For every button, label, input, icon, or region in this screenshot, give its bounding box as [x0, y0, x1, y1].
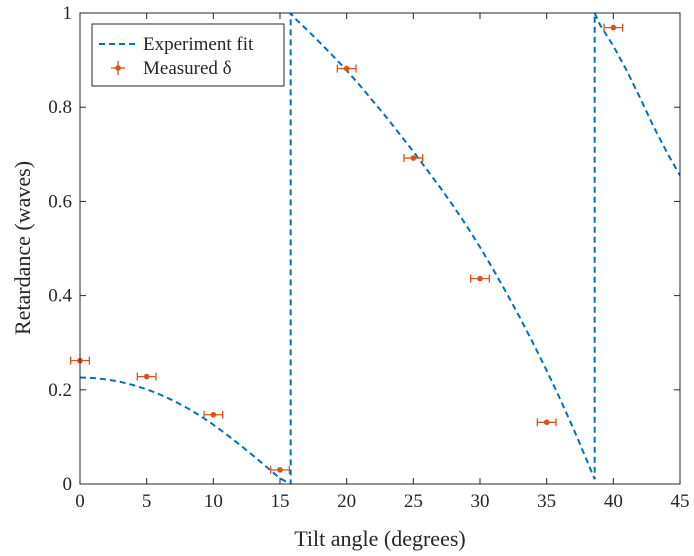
legend-box — [91, 23, 285, 87]
x-tick-label: 20 — [337, 491, 356, 512]
measured-marker — [277, 467, 283, 473]
measured-point — [403, 154, 424, 163]
measured-point — [536, 418, 557, 427]
x-tick-label: 25 — [404, 491, 423, 512]
plot-frame — [79, 12, 681, 485]
measured-point — [270, 465, 290, 474]
x-tick-label: 35 — [537, 491, 556, 512]
measured-marker — [410, 155, 417, 161]
legend-measured-marker — [115, 65, 121, 71]
x-tick-label: 30 — [471, 491, 490, 512]
x-tick-label: 15 — [271, 491, 290, 512]
measured-marker — [343, 65, 350, 72]
measured-point — [203, 410, 224, 419]
measured-marker — [543, 419, 550, 426]
y-tick-label: 0 — [63, 474, 73, 495]
measured-marker — [477, 275, 483, 282]
x-tick-label: 45 — [671, 491, 690, 512]
measured-point — [603, 23, 624, 32]
x-axis-label: Tilt angle (degrees) — [294, 526, 465, 551]
ticks-layer: 0 5 10 15 20 25 30 35 40 45 0 0.2 0.4 0.6 0.8 1 — [48, 3, 689, 512]
measured-marker — [610, 24, 617, 31]
x-tick-label: 0 — [75, 491, 85, 512]
x-tick-label: 10 — [204, 491, 223, 512]
legend-measured-label: Measured δ — [143, 58, 232, 79]
y-tick-label: 1 — [63, 3, 73, 24]
measured-point — [470, 274, 490, 283]
measured-marker — [210, 411, 217, 418]
measured-point — [336, 64, 357, 73]
fit-layer — [80, 13, 680, 484]
y-tick-label: 0.4 — [48, 286, 72, 307]
y-tick-label: 0.6 — [48, 191, 72, 212]
x-tick-label: 40 — [604, 491, 623, 512]
legend: Experiment fit Measured δ — [91, 23, 285, 87]
y-tick-label: 0.8 — [48, 97, 72, 118]
measured-marker — [143, 373, 150, 380]
y-tick-label: 0.2 — [48, 380, 72, 401]
y-axis-label: Retardance (waves) — [10, 161, 35, 335]
legend-fit-label: Experiment fit — [143, 34, 254, 55]
fit-series-line — [80, 13, 680, 484]
x-tick-label: 5 — [142, 491, 152, 512]
points-layer — [70, 23, 624, 474]
measured-point — [136, 372, 157, 381]
